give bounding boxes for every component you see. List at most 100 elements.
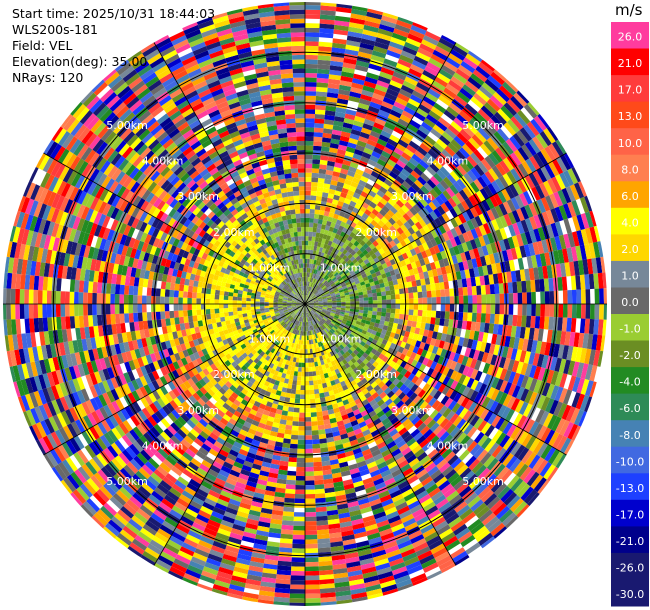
ppi-cell xyxy=(311,421,318,427)
ppi-cell xyxy=(334,249,340,255)
ppi-cell xyxy=(311,310,315,315)
ppi-cell xyxy=(581,304,586,319)
ppi-cell xyxy=(381,101,394,110)
ppi-cell xyxy=(305,439,313,445)
ppi-cell xyxy=(375,331,382,338)
ppi-cell xyxy=(327,160,336,167)
ppi-cell xyxy=(590,304,595,320)
ppi-cell xyxy=(337,507,350,515)
ppi-cell xyxy=(307,321,310,327)
ppi-cell xyxy=(321,335,326,341)
ppi-cell xyxy=(334,439,343,446)
ppi-cell xyxy=(358,312,364,317)
ppi-cell xyxy=(471,312,477,322)
ppi-cell xyxy=(392,420,402,429)
ppi-cell xyxy=(320,313,325,317)
ppi-cell xyxy=(322,187,330,194)
ppi-cell xyxy=(316,286,321,291)
ppi-cell xyxy=(550,208,560,223)
ppi-cell xyxy=(548,449,560,465)
ppi-cell xyxy=(342,353,348,359)
ppi-cell xyxy=(326,297,332,300)
ppi-cell xyxy=(404,343,411,351)
ppi-cell xyxy=(335,281,341,286)
ppi-cell xyxy=(470,443,481,456)
ppi-cell xyxy=(344,552,359,559)
ppi-cell xyxy=(314,291,319,295)
ppi-cell xyxy=(363,334,370,341)
ppi-cell xyxy=(324,178,332,185)
ppi-cell xyxy=(438,259,445,268)
ppi-cell xyxy=(354,377,361,384)
ppi-cell xyxy=(341,320,347,325)
ppi-cell xyxy=(406,123,419,133)
ppi-cell xyxy=(356,358,363,365)
ppi-cell xyxy=(440,483,454,495)
ppi-cell xyxy=(490,522,506,537)
ppi-cell xyxy=(503,102,518,117)
ppi-cell xyxy=(361,287,367,292)
ppi-cell xyxy=(316,293,321,297)
ppi-cell xyxy=(368,174,378,183)
ppi-cell xyxy=(316,529,330,535)
ppi-cell xyxy=(453,205,462,216)
ppi-cell xyxy=(333,265,339,271)
ppi-cell xyxy=(424,65,439,77)
ppi-cell xyxy=(352,367,360,374)
ppi-cell xyxy=(398,283,404,290)
ppi-cell xyxy=(390,313,396,319)
ppi-cell xyxy=(505,186,515,200)
ppi-cell xyxy=(314,479,324,485)
ppi-cell xyxy=(310,204,316,210)
ppi-cell xyxy=(547,414,558,430)
ppi-cell xyxy=(571,231,580,247)
ppi-cell xyxy=(453,135,466,147)
ppi-cell xyxy=(287,470,297,476)
ppi-cell xyxy=(323,344,328,350)
ppi-cell xyxy=(431,268,438,277)
ppi-cell xyxy=(339,279,345,284)
ppi-cell xyxy=(318,46,332,52)
ppi-cell xyxy=(362,429,371,437)
ppi-cell xyxy=(387,186,397,195)
ppi-cell xyxy=(354,298,360,302)
ppi-cell xyxy=(393,28,409,38)
ppi-cell xyxy=(353,246,360,253)
ppi-cell xyxy=(450,380,459,391)
ppi-cell xyxy=(490,304,496,314)
ppi-cell xyxy=(326,436,335,443)
ppi-cell xyxy=(436,41,453,53)
ppi-cell xyxy=(402,517,417,528)
ppi-cell xyxy=(306,308,309,313)
ppi-cell xyxy=(483,455,496,468)
ppi-cell xyxy=(347,189,355,197)
ppi-cell xyxy=(599,304,604,320)
ppi-cell xyxy=(482,362,491,374)
ppi-cell xyxy=(543,412,554,428)
ppi-cell xyxy=(502,141,514,155)
ppi-cell xyxy=(331,319,337,324)
ppi-cell xyxy=(308,306,313,310)
ppi-cell xyxy=(311,172,319,178)
ppi-cell xyxy=(293,521,305,526)
ppi-cell xyxy=(479,275,486,286)
ppi-cell xyxy=(404,41,420,52)
ppi-cell xyxy=(458,485,472,498)
ppi-cell xyxy=(373,384,381,392)
ppi-cell xyxy=(456,178,467,190)
ppi-cell xyxy=(544,252,552,266)
ppi-cell xyxy=(551,141,564,157)
ppi-cell xyxy=(484,424,495,438)
ppi-cell xyxy=(345,301,351,304)
ppi-cell xyxy=(375,319,381,324)
ppi-cell xyxy=(426,310,432,318)
ppi-cell xyxy=(470,73,485,86)
ppi-cell xyxy=(426,166,437,176)
ppi-cell xyxy=(397,207,406,217)
ppi-cell xyxy=(408,412,418,422)
ppi-cell xyxy=(331,554,346,561)
ppi-cell xyxy=(385,358,393,366)
ppi-cell xyxy=(536,240,545,255)
ppi-cell xyxy=(461,355,469,366)
ppi-cell xyxy=(300,385,305,391)
